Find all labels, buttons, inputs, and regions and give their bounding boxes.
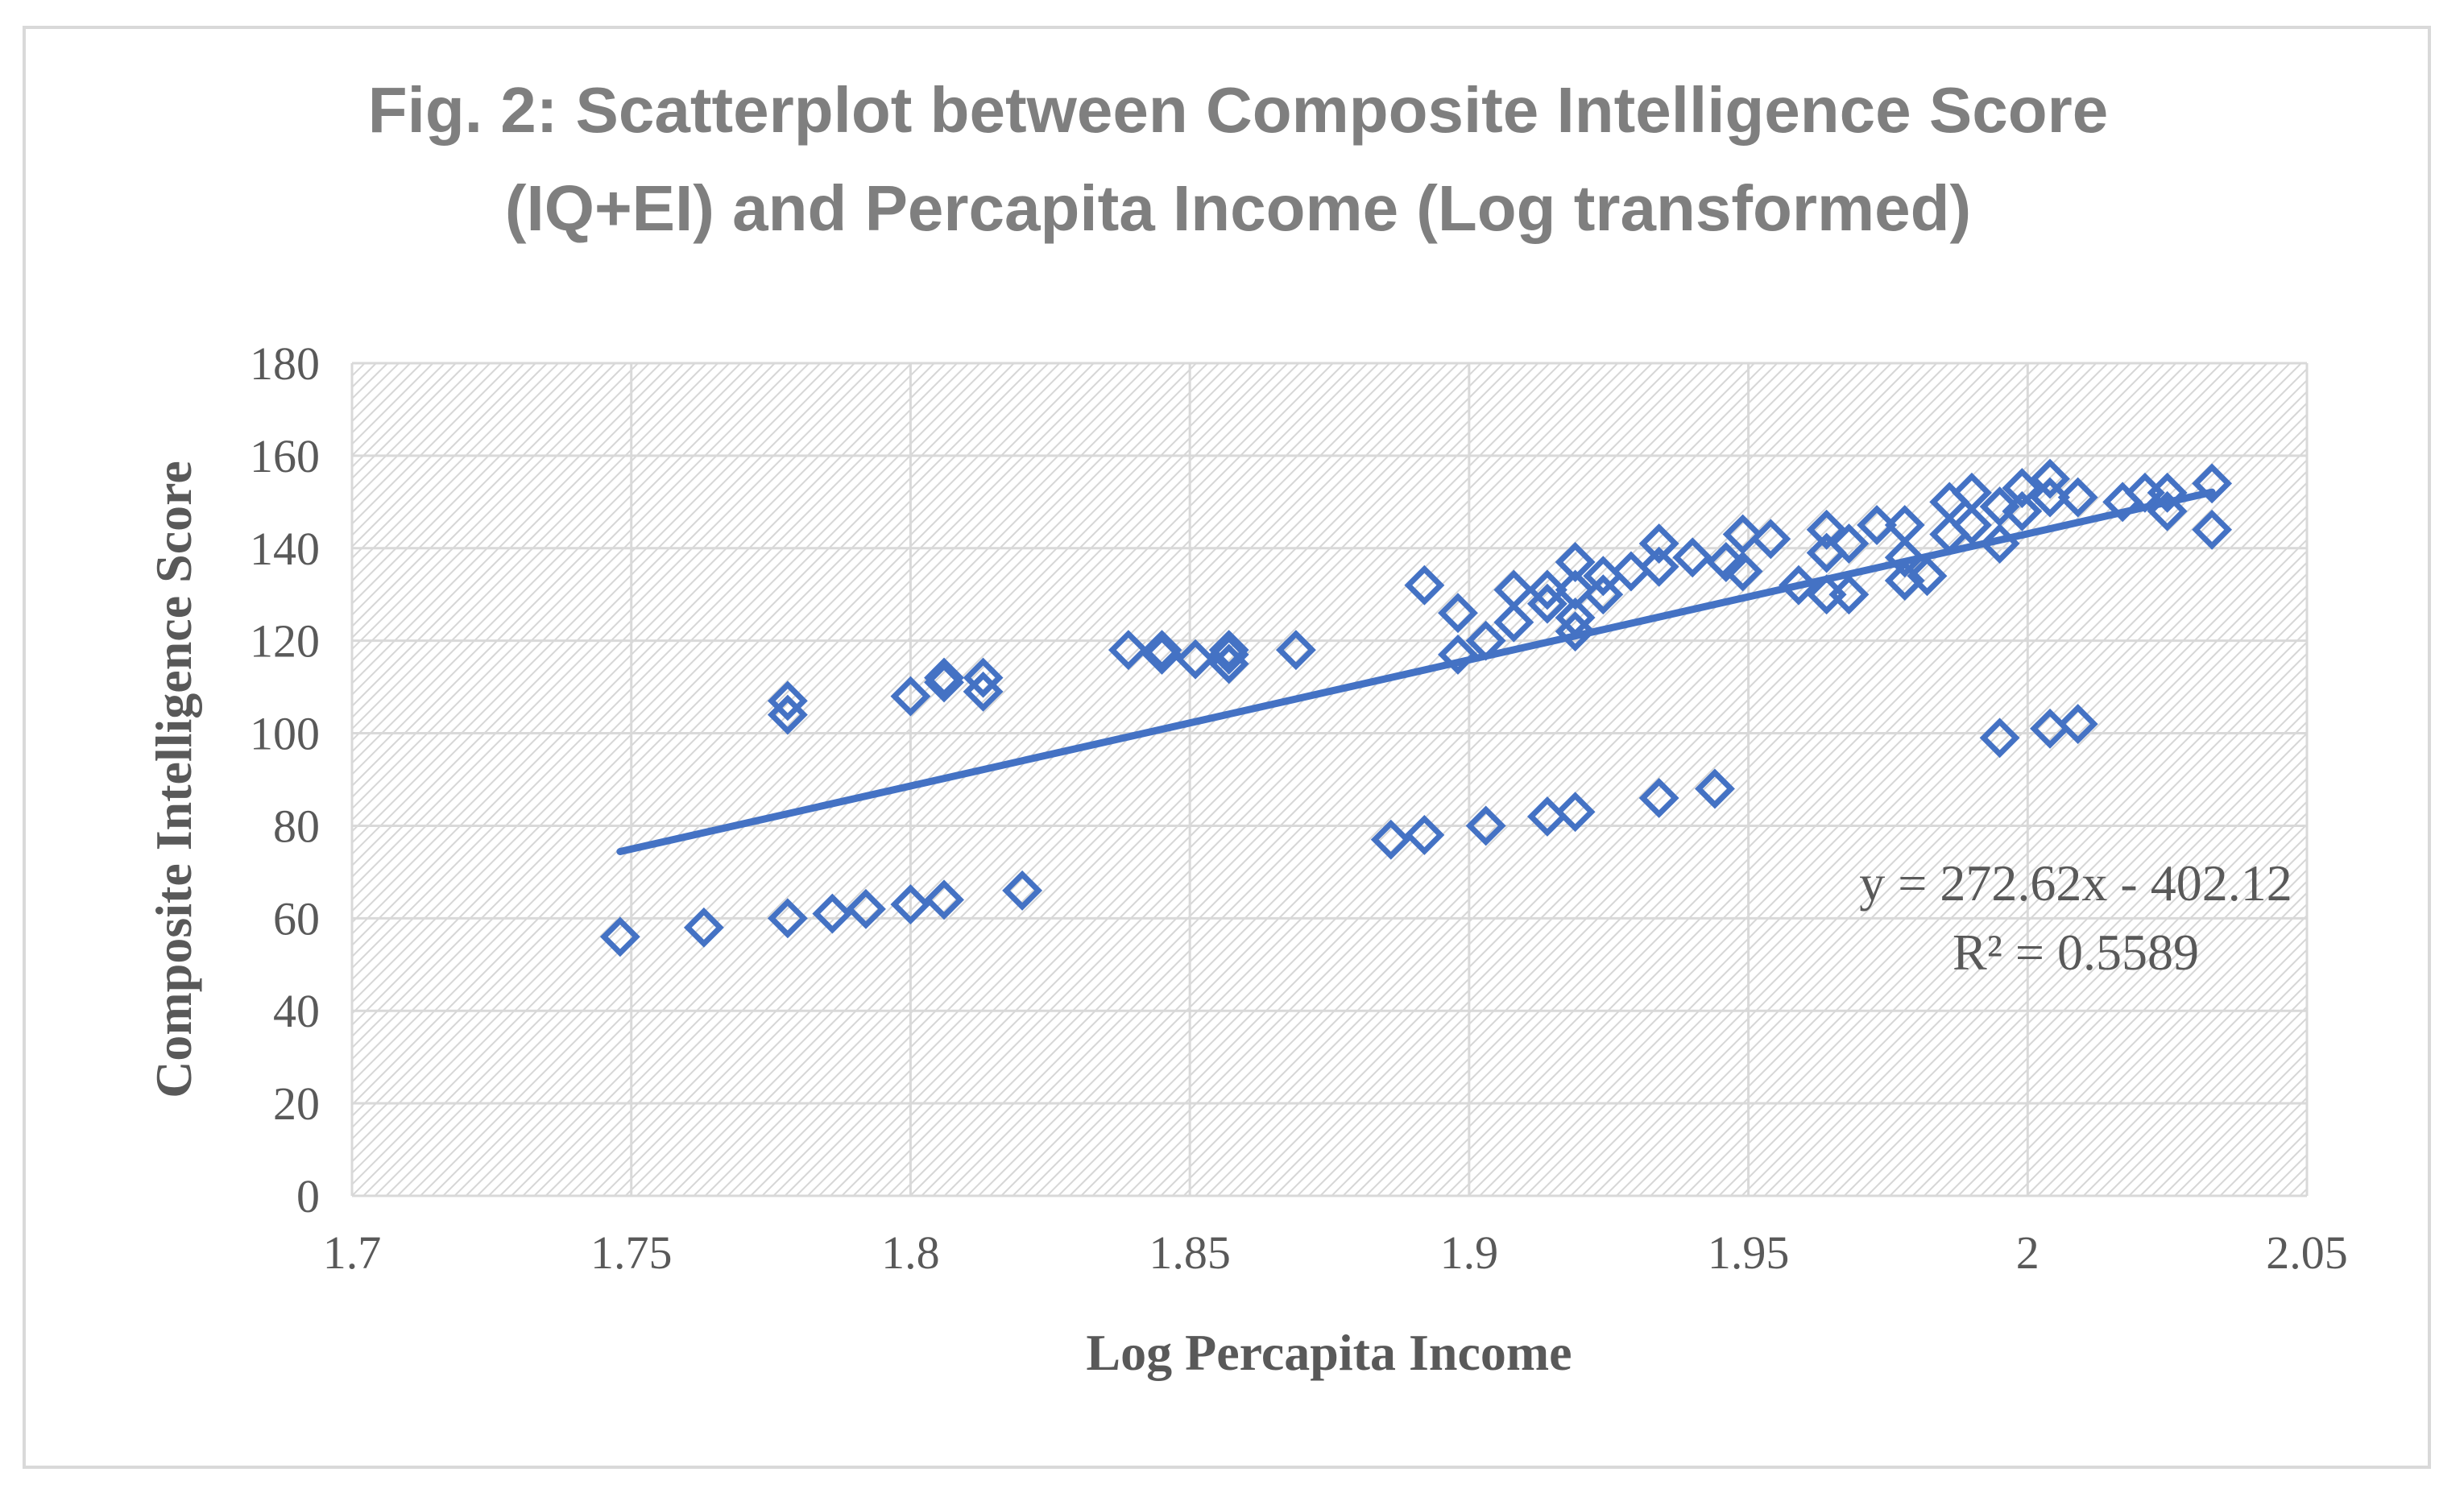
data-point (1583, 574, 1624, 615)
data-point (1526, 569, 1567, 610)
data-point (1555, 597, 1596, 638)
data-point (1884, 537, 1925, 578)
data-point (1979, 717, 2020, 759)
data-point (1275, 630, 1316, 671)
data-point (924, 657, 964, 698)
x-tick-label: 1.95 (1708, 1226, 1790, 1279)
data-point (1806, 509, 1847, 550)
y-axis-tick-labels: 0 20 40 60 80 100 120 140 160 180 (250, 337, 320, 1222)
data-point (1705, 542, 1746, 582)
x-axis-title: Log Percapita Income (1086, 1324, 1572, 1381)
chart-frame: Fig. 2: Scatterplot between Composite In… (23, 26, 2431, 1469)
data-point (767, 680, 808, 722)
plot-area (352, 363, 2307, 1196)
data-point (767, 898, 808, 939)
data-point (1555, 569, 1596, 610)
data-point (683, 907, 724, 948)
data-point (1465, 620, 1506, 661)
data-point (1175, 639, 1216, 680)
data-point (2030, 477, 2070, 518)
y-tick-label: 160 (250, 430, 320, 482)
data-point (2002, 490, 2043, 531)
data-point (1208, 630, 1249, 671)
y-tick-label: 140 (250, 523, 320, 575)
x-tick-label: 1.8 (881, 1226, 940, 1279)
data-point (2192, 509, 2233, 550)
data-point (1002, 870, 1043, 911)
data-point (767, 694, 808, 735)
data-point (1208, 634, 1249, 675)
trendline (616, 488, 2216, 855)
data-point (1555, 792, 1596, 833)
data-point (1722, 514, 1763, 555)
data-point (1907, 556, 1948, 597)
data-point (1465, 805, 1506, 846)
data-point (1638, 778, 1679, 818)
data-point (1857, 505, 1898, 546)
y-tick-label: 40 (273, 985, 320, 1037)
data-point (1404, 814, 1445, 855)
chart-title-line-1: Fig. 2: Scatterplot between Composite In… (368, 74, 2108, 146)
y-tick-label: 60 (273, 892, 320, 945)
data-point (2192, 463, 2233, 504)
y-tick-label: 80 (273, 800, 320, 852)
x-axis-tick-labels: 1.7 1.75 1.8 1.85 1.9 1.95 2 2.05 (323, 1226, 2348, 1279)
x-tick-label: 1.75 (590, 1226, 673, 1279)
data-point (599, 916, 640, 957)
data-point (890, 676, 931, 717)
data-point (1108, 630, 1149, 671)
y-tick-label: 120 (250, 615, 320, 668)
trendline-group (616, 488, 2216, 855)
gridlines (350, 362, 2309, 1197)
data-point (1555, 542, 1596, 582)
data-point (1722, 551, 1763, 592)
data-point (1208, 643, 1249, 684)
trendline-r-squared: R² = 0.5589 (1953, 924, 2199, 981)
data-point (846, 888, 886, 929)
data-point (1951, 505, 1992, 546)
data-point (2002, 468, 2043, 509)
data-point (2147, 472, 2188, 513)
y-tick-label: 100 (250, 708, 320, 760)
data-point (1828, 523, 1870, 564)
y-tick-label: 20 (273, 1077, 320, 1130)
data-point (1638, 523, 1679, 564)
data-point (1779, 564, 1819, 606)
data-point (2147, 490, 2188, 531)
data-point (963, 657, 1004, 698)
data-points (599, 458, 2233, 957)
data-point (1979, 523, 2020, 564)
data-point (1370, 819, 1411, 860)
data-point (2057, 704, 2098, 745)
data-point (1404, 564, 1445, 606)
data-point (1672, 537, 1713, 578)
data-point (1828, 574, 1870, 615)
y-tick-label: 0 (296, 1170, 320, 1222)
x-tick-label: 2.05 (2266, 1226, 2348, 1279)
data-point (924, 662, 964, 703)
x-tick-label: 1.9 (1440, 1226, 1499, 1279)
data-point (1638, 546, 1679, 587)
x-tick-label: 1.85 (1149, 1226, 1231, 1279)
data-point (2057, 477, 2098, 518)
x-tick-label: 1.7 (323, 1226, 382, 1279)
data-point (924, 879, 964, 920)
data-point (890, 884, 931, 925)
x-tick-label: 2 (2016, 1226, 2040, 1279)
y-axis-title: Composite Intelligence Score (145, 461, 202, 1098)
data-point (1979, 486, 2020, 527)
data-point (812, 893, 853, 934)
trendline-equation: y = 272.62x - 402.12 (1859, 854, 2292, 912)
data-point (1438, 634, 1478, 675)
data-point (1438, 593, 1478, 634)
data-point (2030, 458, 2070, 499)
y-tick-label: 180 (250, 337, 320, 390)
data-point (1141, 630, 1182, 671)
scatter-chart: Fig. 2: Scatterplot between Composite In… (145, 74, 2348, 1381)
chart-title-line-2: (IQ+EI) and Percapita Income (Log transf… (505, 172, 1971, 244)
data-point (1695, 768, 1735, 809)
data-point (1493, 602, 1534, 643)
data-point (1750, 519, 1791, 560)
data-point (1141, 634, 1182, 675)
